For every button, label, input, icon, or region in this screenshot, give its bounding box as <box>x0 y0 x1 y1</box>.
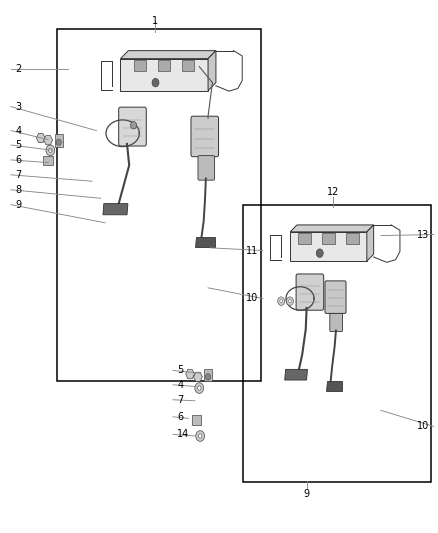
Text: 12: 12 <box>327 187 339 197</box>
Text: 4: 4 <box>177 380 184 390</box>
Text: 1: 1 <box>152 17 159 26</box>
Bar <box>57 29 261 381</box>
Polygon shape <box>36 133 45 143</box>
Polygon shape <box>195 237 215 247</box>
Circle shape <box>198 386 201 390</box>
Polygon shape <box>120 59 208 91</box>
Text: 4: 4 <box>15 126 21 135</box>
Polygon shape <box>208 51 216 91</box>
Text: 7: 7 <box>15 170 21 180</box>
Circle shape <box>195 383 204 393</box>
Polygon shape <box>44 135 53 145</box>
Polygon shape <box>103 204 128 215</box>
Bar <box>204 369 212 381</box>
FancyBboxPatch shape <box>119 107 146 146</box>
Circle shape <box>196 431 205 441</box>
Text: 11: 11 <box>246 246 258 255</box>
Polygon shape <box>194 372 202 382</box>
Polygon shape <box>367 225 374 261</box>
Text: 7: 7 <box>177 395 184 405</box>
Circle shape <box>280 300 283 303</box>
Bar <box>134 60 146 71</box>
Bar <box>158 60 170 71</box>
Polygon shape <box>290 232 367 261</box>
Polygon shape <box>186 369 194 379</box>
Bar <box>322 233 335 244</box>
FancyBboxPatch shape <box>191 116 219 157</box>
Circle shape <box>56 139 61 146</box>
Bar <box>243 205 431 482</box>
Text: 9: 9 <box>15 200 21 209</box>
FancyBboxPatch shape <box>330 313 343 332</box>
Circle shape <box>278 297 285 305</box>
Text: 9: 9 <box>304 489 310 499</box>
Text: 5: 5 <box>177 366 184 375</box>
Circle shape <box>152 78 159 87</box>
Bar <box>192 415 201 425</box>
Circle shape <box>205 374 211 380</box>
Polygon shape <box>120 51 216 59</box>
FancyBboxPatch shape <box>325 281 346 313</box>
Text: 6: 6 <box>177 412 184 422</box>
Circle shape <box>49 148 52 152</box>
Circle shape <box>316 249 323 257</box>
Circle shape <box>286 297 293 305</box>
Circle shape <box>198 434 202 438</box>
Bar <box>182 60 194 71</box>
Polygon shape <box>290 225 374 232</box>
Text: 3: 3 <box>15 102 21 111</box>
Text: 14: 14 <box>177 430 190 439</box>
Text: 5: 5 <box>15 140 21 150</box>
Bar <box>298 233 311 244</box>
Text: 13: 13 <box>417 230 429 239</box>
Bar <box>346 233 359 244</box>
Text: 6: 6 <box>15 155 21 165</box>
Circle shape <box>131 122 137 129</box>
Text: 10: 10 <box>417 422 429 431</box>
Bar <box>55 134 63 147</box>
Text: 2: 2 <box>15 64 21 74</box>
Polygon shape <box>326 381 342 391</box>
Circle shape <box>289 300 291 303</box>
Text: 8: 8 <box>15 185 21 195</box>
Circle shape <box>46 145 55 156</box>
Bar <box>43 156 53 165</box>
FancyBboxPatch shape <box>296 274 324 310</box>
Text: 10: 10 <box>246 294 258 303</box>
FancyBboxPatch shape <box>198 156 215 180</box>
Polygon shape <box>285 369 307 380</box>
